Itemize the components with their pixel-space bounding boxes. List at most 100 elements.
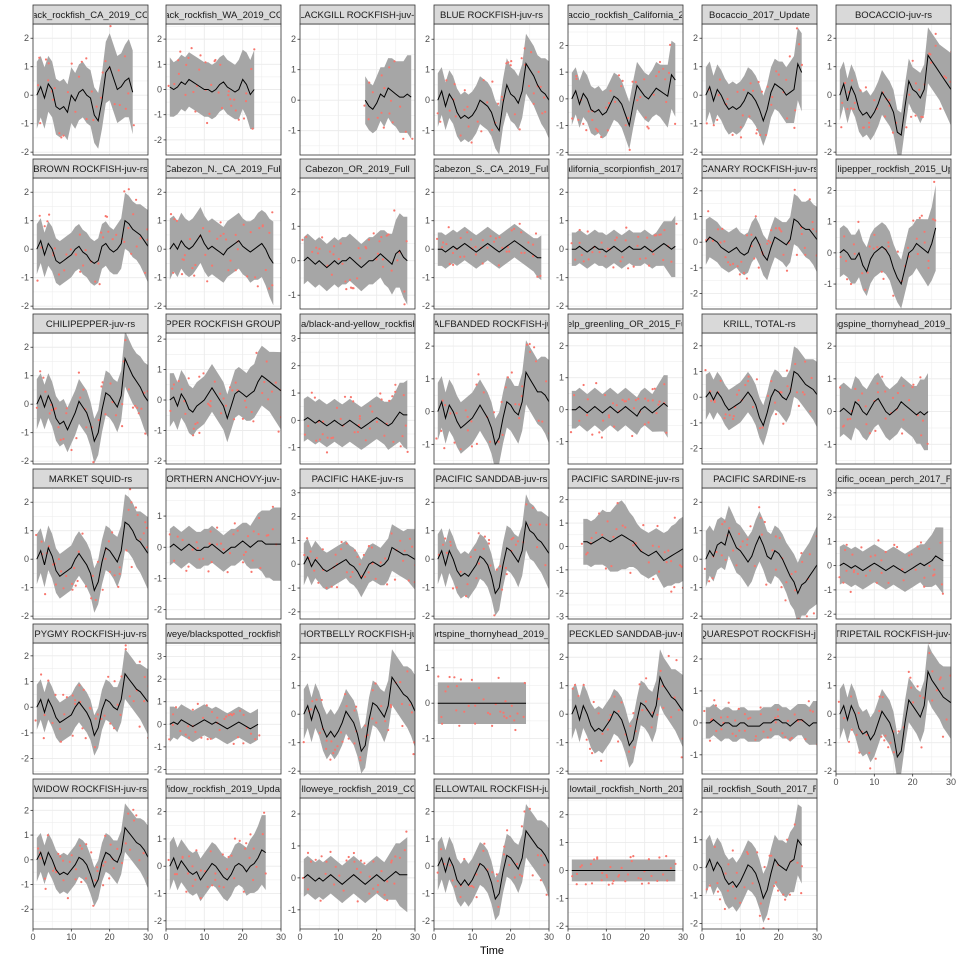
observation-point <box>714 704 718 707</box>
observation-point <box>651 388 654 391</box>
observation-point <box>198 431 201 434</box>
observation-point <box>723 907 727 911</box>
observation-point <box>777 889 780 892</box>
observation-point <box>123 55 127 58</box>
observation-point <box>719 241 722 244</box>
observation-point <box>172 271 175 274</box>
observation-point <box>107 230 110 233</box>
observation-point <box>865 423 868 426</box>
observation-point <box>113 103 116 106</box>
observation-point <box>884 550 887 554</box>
observation-point <box>634 399 638 402</box>
observation-point <box>229 386 232 389</box>
observation-point <box>223 717 226 721</box>
x-tick-label: 10 <box>467 932 477 942</box>
observation-point <box>217 91 220 94</box>
observation-point <box>261 391 264 395</box>
observation-point <box>486 711 490 715</box>
confidence-ribbon <box>169 49 255 130</box>
y-tick-label: -1 <box>690 263 698 273</box>
observation-point <box>52 869 55 872</box>
y-tick-label: 1 <box>827 536 832 546</box>
observation-point <box>88 706 91 710</box>
observation-point <box>743 729 747 732</box>
observation-point <box>786 117 789 120</box>
observation-point <box>755 378 759 381</box>
observation-point <box>880 735 883 738</box>
observation-point <box>889 741 892 744</box>
observation-point <box>374 577 377 580</box>
y-tick-label: 0 <box>24 399 29 409</box>
facet-strip <box>165 623 282 644</box>
x-tick-label: 0 <box>431 932 436 942</box>
y-tick-label: -1 <box>154 889 162 899</box>
y-tick-label: 0 <box>291 873 296 883</box>
observation-point <box>345 705 348 708</box>
x-tick-label: 10 <box>333 932 343 942</box>
observation-point <box>794 589 797 592</box>
observation-point <box>219 234 222 237</box>
observation-point <box>920 434 923 437</box>
observation-point <box>922 696 925 699</box>
observation-point <box>258 227 261 230</box>
fit-line <box>303 411 408 430</box>
observation-point <box>98 283 101 286</box>
observation-point <box>861 272 864 275</box>
fit-line <box>169 78 255 96</box>
observation-point <box>575 883 578 886</box>
observation-point <box>401 724 404 728</box>
y-tick-label: -2 <box>556 921 564 931</box>
observation-point <box>803 393 806 396</box>
observation-point <box>376 116 379 119</box>
observation-point <box>882 277 885 280</box>
observation-point <box>914 82 918 85</box>
observation-point <box>177 59 180 62</box>
observation-point <box>651 399 654 402</box>
observation-point <box>756 851 759 854</box>
facet-strip-title: SQUARESPOT ROCKFISH-juv <box>693 629 826 640</box>
observation-point <box>528 350 532 353</box>
confidence-ribbon <box>437 494 549 616</box>
observation-point <box>474 245 477 248</box>
observation-point <box>734 719 737 722</box>
observation-point <box>34 719 37 722</box>
observation-point <box>621 256 624 259</box>
observation-point <box>505 716 508 720</box>
observation-point <box>406 450 409 453</box>
observation-point <box>759 902 762 905</box>
observation-point <box>382 126 385 129</box>
fit-line <box>36 65 134 123</box>
observation-point <box>575 872 579 876</box>
observation-point <box>475 383 478 386</box>
observation-point <box>143 700 146 703</box>
observation-point <box>732 262 735 265</box>
observation-point <box>766 242 769 245</box>
observation-point <box>218 728 221 732</box>
y-tick-label: 0 <box>559 709 564 719</box>
observation-point <box>726 97 729 101</box>
observation-point <box>258 734 261 737</box>
facet-strip-title: BLUE ROCKFISH-juv-rs <box>440 10 543 21</box>
observation-point <box>503 715 506 718</box>
facet-strip <box>299 158 416 179</box>
observation-point <box>499 710 502 713</box>
y-tick-label: -2 <box>422 611 430 621</box>
observation-point <box>785 78 788 81</box>
observation-point <box>116 703 119 706</box>
observation-point <box>145 546 148 549</box>
y-tick-label: -1 <box>154 573 162 583</box>
observation-point <box>892 294 895 297</box>
facet-strip <box>567 468 684 489</box>
observation-point <box>784 898 787 901</box>
observation-point <box>468 885 471 888</box>
observation-point <box>199 869 202 872</box>
observation-point <box>647 858 651 861</box>
observation-point <box>644 397 647 400</box>
observation-point <box>277 430 280 433</box>
observation-point <box>121 403 124 406</box>
observation-point <box>174 706 178 709</box>
observation-point <box>609 713 612 717</box>
observation-point <box>630 860 633 863</box>
